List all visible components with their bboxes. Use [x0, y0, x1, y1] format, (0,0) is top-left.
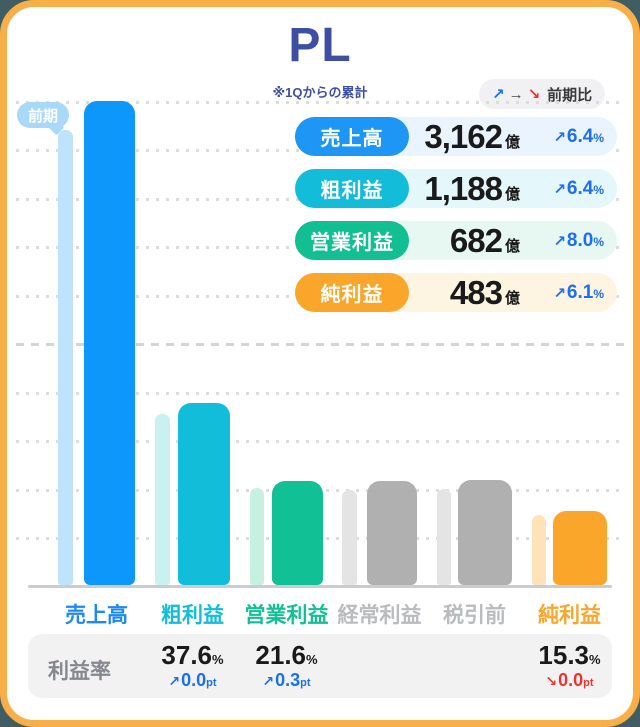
profit-rate-label: 利益率	[48, 660, 111, 683]
rate-item-operating: 21.6% ↗0.3pt	[255, 641, 317, 691]
metric-change: ↗6.4%	[520, 126, 604, 148]
rate-value-unit: %	[306, 652, 318, 667]
metric-change: ↗8.0%	[520, 230, 604, 252]
bar-current-ordinary	[367, 481, 417, 585]
metric-value: 682	[449, 221, 503, 259]
change-value: 8.0	[566, 229, 594, 251]
gridline	[16, 101, 624, 104]
change-unit: %	[593, 286, 604, 301]
rate-value-unit: %	[589, 652, 601, 667]
x-axis-line	[28, 585, 612, 588]
gridline	[16, 440, 624, 443]
gridline	[16, 343, 624, 346]
page-subtitle: ※1Qからの累計	[272, 85, 368, 100]
trend-up-icon: ↗	[168, 672, 181, 689]
bar-previous-ordinary	[342, 490, 357, 585]
rate-change-value: 0.0	[558, 669, 584, 690]
trend-up-icon: ↗	[553, 232, 566, 250]
rate-change: ↗0.3pt	[255, 670, 317, 692]
rate-change: ↗0.0pt	[161, 670, 223, 692]
metric-change: ↗6.4%	[520, 178, 604, 200]
bar-current-sales	[84, 101, 135, 585]
summary-row-net: 純利益 483 億 ↗6.1%	[295, 273, 617, 312]
prev-period-badge: 前期	[17, 102, 70, 136]
category-label-operating: 営業利益	[244, 604, 329, 627]
category-label-ordinary: 経常利益	[337, 604, 422, 627]
bar-current-operating	[272, 481, 323, 585]
rate-change-value: 0.0	[181, 669, 207, 690]
rate-value: 37.6%	[161, 641, 223, 670]
metric-change: ↗6.1%	[520, 282, 604, 304]
rate-value-number: 15.3	[538, 640, 590, 670]
metric-unit: 億	[504, 238, 520, 255]
change-unit: %	[593, 234, 604, 249]
bar-current-gross	[178, 403, 230, 585]
metric-pill: 純利益	[295, 273, 409, 312]
metric-pill: 粗利益	[295, 169, 409, 208]
change-unit: %	[593, 182, 604, 197]
rate-change: ↘0.0pt	[538, 670, 600, 692]
summary-row-gross: 粗利益 1,188 億 ↗6.4%	[295, 169, 617, 208]
rate-value: 15.3%	[538, 641, 600, 670]
legend-label: 前期比	[547, 86, 593, 104]
metric-unit: 億	[504, 290, 520, 307]
rate-value-number: 37.6	[161, 640, 213, 670]
bar-current-pretax	[458, 480, 512, 585]
rate-change-unit: pt	[206, 676, 217, 689]
gridline	[16, 392, 624, 395]
page-title: PL	[288, 19, 352, 72]
summary-row-operating: 営業利益 682 億 ↗8.0%	[295, 221, 617, 260]
change-value: 6.1	[566, 281, 594, 303]
prev-period-label: 前期	[28, 107, 59, 125]
trend-up-icon: ↗	[553, 180, 566, 198]
trend-flat-icon: →	[508, 85, 524, 103]
metric-pill: 営業利益	[295, 221, 409, 260]
rate-item-net: 15.3% ↘0.0pt	[538, 641, 600, 691]
metric-value: 3,162	[424, 117, 503, 155]
change-value: 6.4	[566, 177, 594, 199]
category-label-net: 純利益	[538, 604, 601, 627]
rate-value-number: 21.6	[255, 640, 307, 670]
trend-up-icon: ↗	[553, 128, 566, 146]
category-label-gross: 粗利益	[161, 604, 224, 627]
metric-unit: 億	[504, 134, 520, 151]
rate-item-gross: 37.6% ↗0.0pt	[161, 641, 223, 691]
bar-previous-net	[532, 515, 546, 585]
trend-up-icon: ↗	[492, 85, 505, 103]
rate-value: 21.6%	[255, 641, 317, 670]
trend-up-icon: ↗	[262, 672, 275, 689]
profit-rate-panel: 利益率 37.6% ↗0.0pt 21.6% ↗0.3pt 15.3% ↘0.0pt	[28, 634, 612, 698]
trend-up-icon: ↗	[553, 284, 566, 302]
metric-value: 483	[449, 273, 503, 311]
bar-previous-sales	[58, 130, 73, 585]
trend-down-icon: ↘	[545, 672, 558, 689]
bar-previous-gross	[155, 414, 170, 585]
change-value: 6.4	[566, 125, 594, 147]
metric-unit: 億	[504, 186, 520, 203]
change-unit: %	[593, 130, 604, 145]
bar-previous-pretax	[437, 489, 451, 585]
category-label-pretax: 税引前	[443, 604, 506, 627]
legend-pill: ↗ → ↘ 前期比	[479, 79, 606, 109]
rate-change-unit: pt	[300, 676, 311, 689]
summary-row-sales: 売上高 3,162 億 ↗6.4%	[295, 117, 617, 156]
rate-value-unit: %	[212, 652, 224, 667]
metric-pill: 売上高	[295, 117, 409, 156]
trend-down-icon: ↘	[527, 85, 541, 103]
rate-change-value: 0.3	[275, 669, 301, 690]
metric-value: 1,188	[424, 169, 503, 207]
bar-current-net	[553, 511, 607, 585]
rate-change-unit: pt	[583, 676, 594, 689]
category-label-sales: 売上高	[65, 604, 128, 627]
bar-previous-operating	[250, 488, 264, 585]
